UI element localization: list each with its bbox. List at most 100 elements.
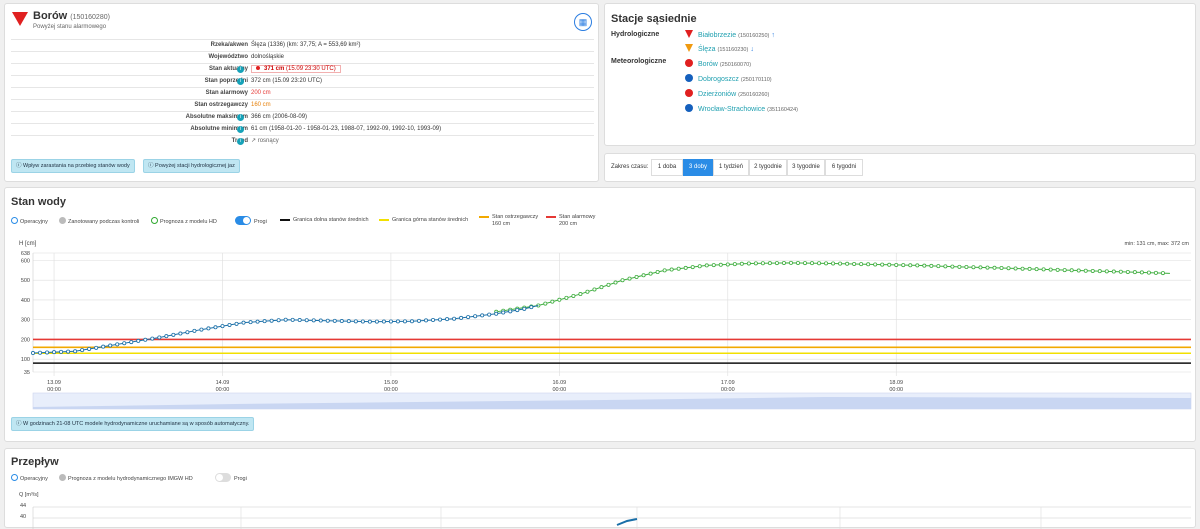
radio-icon [151,217,158,224]
operational-point [515,308,520,313]
operational-point [388,319,393,324]
range-option-1d[interactable]: 1 doba [651,159,683,176]
neighbor-borow[interactable]: Borów (250160070) [685,59,751,68]
station-card: Borów (150160280) Powyżej stanu alarmoweg… [4,3,599,182]
range-option-2w[interactable]: 2 tygodnie [749,159,787,176]
thresholds-toggle[interactable]: Progi [235,216,267,225]
forecast-point [999,265,1004,270]
neighbor-dzierzoniow[interactable]: Dzierżoniów (250160260) [685,89,769,98]
operational-point [171,332,176,337]
forecast-point [592,287,597,292]
forecast-point [795,260,800,265]
forecast-point [1132,270,1137,275]
forecast-point [760,261,765,266]
operational-point [178,331,183,336]
neighbor-sleza[interactable]: Ślęza (151160230) ↓ [685,44,754,53]
forecast-point [620,278,625,283]
model-info-note[interactable]: ⓘ W godzinach 21-08 UTC modele hydrodyna… [11,417,255,431]
meteo-station-icon [685,59,693,67]
meteo-station-icon [685,104,693,112]
forecast-point [781,260,786,265]
neighbors-card: Stacje sąsiednie Hydrologiczne Meteorolo… [604,3,1196,146]
forecast-point [1020,266,1025,271]
flow-legend-operational[interactable]: Operacyjny [11,474,48,482]
legend-alarm[interactable]: Stan alarmowy 200 cm [546,214,595,228]
forecast-point [564,295,569,300]
info-icon[interactable]: i [237,78,244,85]
legend-warning[interactable]: Stan ostrzegawczy 160 cm [479,214,538,228]
legend-lower-mean[interactable]: Granica dolna stanów średnich [280,217,369,223]
operational-point [367,319,372,324]
legend-upper-mean[interactable]: Granica górna stanów średnich [379,217,468,223]
operational-point [501,310,506,315]
flow-thresholds-toggle[interactable]: Progi [215,473,247,482]
info-row-alarm: Stan alarmowy 200 cm [11,87,594,99]
arrow-down-icon: ↓ [750,46,754,53]
neighbor-dobrogoszcz[interactable]: Dobrogoszcz (250170110) [685,74,772,83]
flow-chart[interactable] [5,449,1197,529]
water-level-chart[interactable]: H [cm]3510020030040050060063813.0900:001… [5,188,1197,414]
map-icon[interactable]: ▦ [574,13,592,31]
info-icon[interactable]: i [237,66,244,73]
range-option-6w[interactable]: 6 tygodni [825,159,863,176]
operational-point [52,350,57,355]
info-row-river: Rzeka/akwen Ślęza (1336) (km: 37,75; A = … [11,39,594,51]
forecast-point [662,268,667,273]
operational-point [339,319,344,324]
forecast-point [971,265,976,270]
operational-point [192,328,197,333]
forecast-point [550,299,555,304]
legend-checked[interactable]: Zanotowany podczas kontroli [59,217,139,225]
vegetation-info-button[interactable]: ⓘ Wpływ zarastania na przebieg stanów wo… [11,159,135,173]
flow-legend-forecast[interactable]: Prognoza z modelu hydrodynamicznego IMGW… [59,474,193,482]
info-icon[interactable]: i [237,114,244,121]
legend-operational[interactable]: Operacyjny [11,217,48,225]
operational-point [66,349,71,354]
legend-forecast[interactable]: Prognoza z modelu HD [151,217,217,225]
forecast-point [810,261,815,266]
forecast-point [915,263,920,268]
x-tick-label: 00:00 [216,387,230,393]
range-option-3d[interactable]: 3 doby [683,159,713,176]
y-tick-label: 600 [21,258,30,264]
operational-point [402,319,407,324]
info-icon[interactable]: i [237,126,244,133]
neighbor-wroclaw[interactable]: Wrocław-Strachowice (351160424) [685,104,798,113]
operational-point [241,320,246,325]
forecast-point [978,265,983,270]
forecast-point [1111,269,1116,274]
operational-point [304,318,309,323]
operational-point [136,338,141,343]
flow-card: Przepływ Operacyjny Prognoza z modelu hy… [4,448,1197,529]
operational-point [353,319,358,324]
range-option-1w[interactable]: 1 tydzień [713,159,749,176]
forecast-point [838,261,843,266]
operational-point [248,320,253,325]
forecast-point [627,276,632,281]
meteo-station-icon [685,74,693,82]
forecast-point [599,285,604,290]
flow-y-tick: 44 [20,503,27,509]
forecast-point [859,262,864,267]
forecast-point [718,262,723,267]
operational-point [185,330,190,335]
forecast-point [1034,267,1039,272]
forecast-point [655,270,660,275]
forecast-point [929,263,934,268]
operational-point [318,318,323,323]
forecast-point [704,263,709,268]
operational-point [157,335,162,340]
neighbor-bialobrzezie[interactable]: Białobrzezie (150160250) ↑ [685,30,775,39]
forecast-point [950,264,955,269]
forecast-point [788,260,793,265]
x-tick-label: 18.09 [889,380,903,386]
info-icon[interactable]: i [237,138,244,145]
operational-point [332,318,337,323]
meteo-station-icon [685,89,693,97]
range-option-3w[interactable]: 3 tygodnie [787,159,825,176]
weir-info-button[interactable]: ⓘ Powyżej stacji hydrologicznej jaz [143,159,240,173]
operational-point [445,317,450,322]
operational-point [38,350,43,355]
forecast-point [1069,268,1074,273]
radio-icon [11,217,18,224]
